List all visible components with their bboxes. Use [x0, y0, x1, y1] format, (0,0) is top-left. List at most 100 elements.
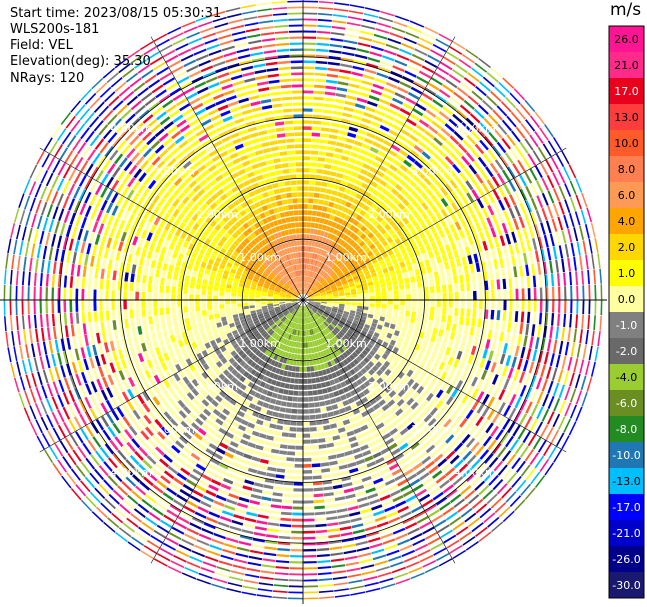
gate	[285, 297, 291, 299]
gate	[341, 476, 352, 482]
gate	[51, 411, 60, 426]
gate	[455, 380, 464, 390]
gate	[70, 488, 82, 501]
gate	[311, 463, 321, 468]
gate	[256, 400, 264, 407]
gate	[405, 231, 412, 239]
gate	[532, 349, 538, 362]
gate	[36, 435, 45, 450]
gate	[127, 213, 135, 224]
gate	[532, 238, 538, 251]
gate	[392, 246, 399, 253]
gate	[147, 202, 155, 212]
gate	[379, 227, 387, 235]
gate	[303, 228, 307, 234]
gate	[285, 377, 291, 383]
gate	[201, 437, 211, 446]
gate	[309, 252, 313, 259]
gate	[369, 326, 376, 332]
gate	[365, 587, 381, 593]
gate	[126, 189, 135, 200]
gate	[506, 115, 517, 128]
gate	[308, 295, 315, 298]
gate	[400, 248, 407, 256]
gate	[254, 392, 261, 399]
gate	[372, 373, 380, 380]
gate	[425, 244, 432, 252]
gate	[117, 419, 126, 431]
gate	[369, 350, 376, 357]
gate	[332, 484, 343, 490]
gate	[133, 335, 139, 345]
gate	[581, 392, 588, 407]
gate	[183, 287, 189, 294]
gate	[403, 555, 418, 563]
gate	[157, 354, 165, 364]
gate	[165, 307, 170, 315]
gate	[193, 407, 202, 416]
gate	[357, 345, 364, 352]
gate	[541, 408, 550, 422]
gate	[395, 325, 402, 332]
gate	[303, 324, 305, 330]
gate	[46, 203, 53, 218]
gate	[408, 237, 415, 245]
gate	[261, 564, 275, 568]
gate	[309, 234, 314, 240]
gate	[174, 244, 181, 253]
gate	[599, 268, 602, 284]
gate	[570, 285, 573, 300]
gate	[365, 435, 374, 443]
gate	[364, 247, 371, 254]
gate	[490, 90, 502, 102]
gate	[354, 278, 360, 283]
gate	[405, 310, 411, 317]
gate	[279, 297, 285, 299]
gate	[426, 392, 434, 402]
gate	[309, 414, 316, 420]
gate	[369, 243, 376, 250]
gate	[159, 285, 164, 293]
gate	[137, 265, 143, 275]
gate	[405, 494, 417, 503]
gate	[308, 258, 312, 265]
gate	[237, 293, 243, 297]
gate	[320, 230, 326, 237]
gate	[310, 309, 315, 314]
gate	[570, 242, 575, 257]
gate	[438, 111, 450, 121]
gate	[36, 215, 43, 230]
gate	[228, 336, 235, 342]
gate	[349, 232, 356, 239]
gate	[486, 371, 494, 383]
gate	[333, 236, 339, 242]
gate	[482, 435, 492, 447]
gate	[268, 287, 275, 291]
gate	[308, 296, 315, 299]
gate	[280, 438, 289, 443]
gate	[124, 222, 131, 233]
gate	[477, 104, 489, 115]
gate	[207, 359, 215, 367]
gate	[317, 560, 331, 564]
gate	[246, 317, 252, 322]
gate	[349, 77, 362, 83]
gate	[357, 302, 363, 307]
gate	[332, 576, 347, 580]
gate	[338, 305, 345, 309]
gate	[351, 305, 357, 309]
gate	[230, 461, 240, 468]
gate	[441, 337, 448, 346]
gate	[446, 489, 458, 499]
gate	[279, 529, 291, 534]
gate	[137, 383, 145, 393]
gate	[262, 421, 270, 428]
gate	[395, 154, 405, 163]
gate	[299, 324, 302, 330]
gate	[232, 310, 238, 315]
gate	[370, 89, 382, 96]
gate	[257, 514, 269, 519]
gate	[355, 267, 362, 273]
gate	[293, 316, 297, 323]
gate	[81, 311, 86, 324]
